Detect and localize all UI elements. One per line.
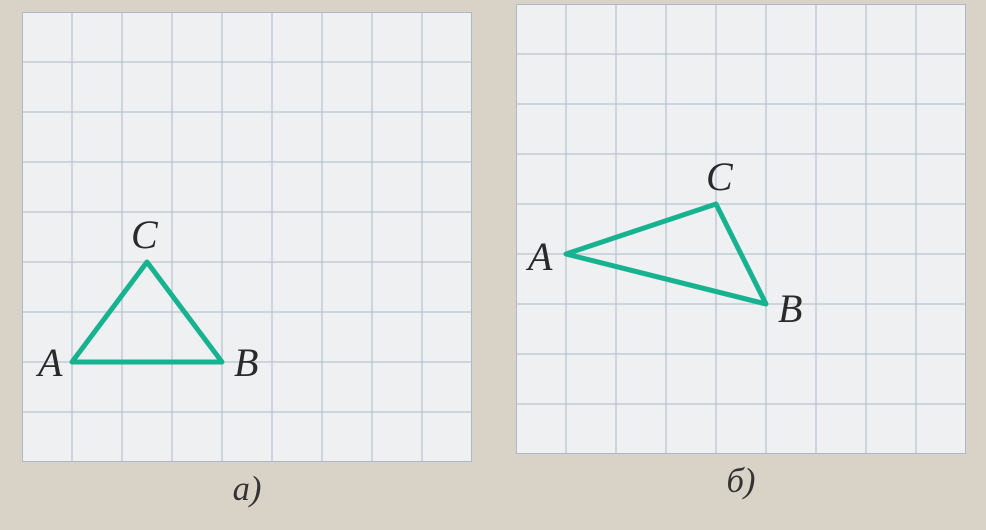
panel-b: ABC б): [516, 4, 966, 454]
vertex-label-C: C: [131, 212, 159, 257]
grid-background: [516, 4, 966, 454]
vertex-label-A: A: [35, 340, 63, 385]
grid-canvas-a: A B C: [22, 12, 472, 462]
grid-background: [22, 12, 472, 462]
vertex-label-C: C: [706, 154, 734, 199]
page-root: A B C а) A B C б): [0, 0, 986, 530]
vertex-label-B: B: [234, 340, 258, 385]
grid-canvas-b: A B C: [516, 4, 966, 454]
panel-a: ABC а): [22, 12, 472, 462]
caption-b: б): [516, 462, 966, 501]
vertex-label-B: B: [778, 286, 802, 331]
caption-a: а): [22, 470, 472, 509]
vertex-label-A: A: [525, 234, 553, 279]
